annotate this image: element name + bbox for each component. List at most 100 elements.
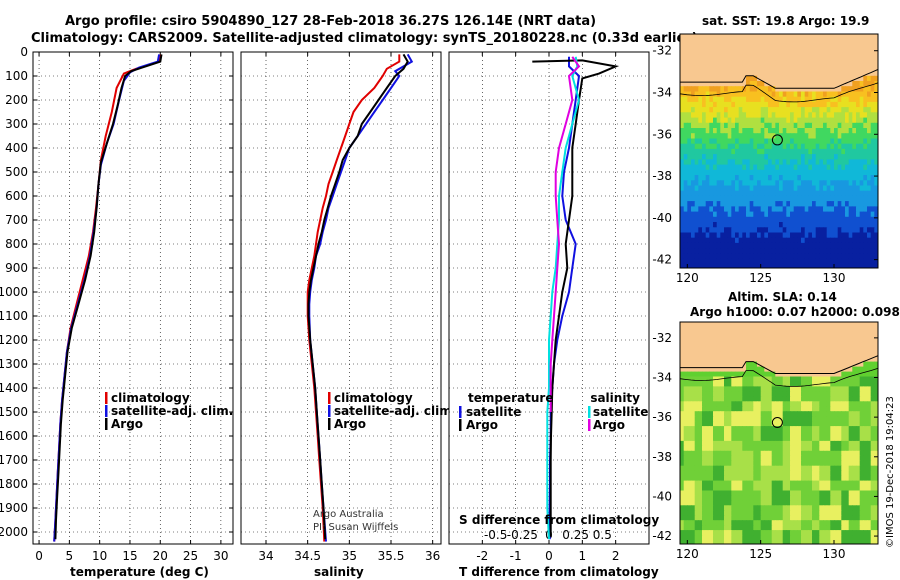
land-cell	[790, 49, 795, 56]
land-cell	[749, 346, 754, 353]
ocean-cell	[742, 475, 747, 482]
ocean-cell	[841, 248, 846, 254]
land-cell	[848, 34, 853, 40]
land-cell	[683, 361, 688, 368]
ocean-cell	[683, 175, 688, 181]
ocean-cell	[874, 455, 878, 462]
ocean-cell	[793, 122, 798, 129]
ocean-cell	[724, 485, 729, 492]
ocean-cell	[757, 237, 762, 244]
ocean-cell	[749, 480, 754, 487]
ocean-cell	[687, 180, 692, 187]
land-cell	[775, 65, 780, 72]
land-cell	[738, 60, 743, 66]
land-cell	[687, 44, 692, 51]
ocean-cell	[782, 117, 787, 124]
ocean-cell	[702, 445, 707, 452]
ocean-cell	[815, 222, 820, 228]
ocean-cell	[764, 195, 769, 202]
land-cell	[793, 65, 798, 72]
land-cell	[819, 346, 824, 353]
land-cell	[731, 336, 736, 343]
salinity-x-axis: 34 34.5 35 35.5 36	[258, 52, 440, 563]
ocean-cell	[779, 164, 784, 171]
ocean-cell	[812, 180, 817, 187]
ocean-cell	[812, 242, 817, 249]
ocean-cell	[771, 148, 776, 155]
land-cell	[830, 49, 835, 56]
ocean-cell	[782, 431, 787, 437]
ocean-cell	[771, 510, 776, 516]
land-cell	[830, 75, 835, 82]
ocean-cell	[848, 143, 853, 150]
ocean-cell	[702, 143, 707, 150]
land-cell	[870, 336, 875, 343]
land-cell	[749, 54, 754, 61]
ocean-cell	[683, 195, 688, 202]
ocean-cell	[738, 86, 743, 92]
ocean-cell	[775, 520, 780, 526]
ocean-cell	[804, 164, 809, 171]
land-cell	[845, 75, 850, 82]
ocean-cell	[801, 460, 806, 467]
ocean-cell	[702, 258, 707, 265]
land-cell	[870, 322, 875, 328]
ocean-cell	[746, 258, 751, 265]
ocean-cell	[691, 371, 696, 378]
land-cell	[760, 331, 765, 338]
land-cell	[823, 34, 828, 40]
ocean-cell	[837, 455, 842, 462]
ocean-cell	[819, 206, 824, 213]
ocean-cell	[786, 416, 791, 422]
ocean-cell	[691, 450, 696, 457]
ocean-cell	[867, 475, 872, 482]
land-cell	[691, 81, 696, 87]
ocean-cell	[702, 411, 707, 417]
land-cell	[793, 34, 798, 40]
ocean-cell	[768, 416, 773, 422]
ocean-cell	[775, 138, 780, 145]
land-cell	[804, 341, 809, 348]
land-cell	[815, 331, 820, 338]
ocean-cell	[709, 248, 714, 254]
ocean-cell	[771, 143, 776, 150]
ocean-cell	[702, 122, 707, 129]
ocean-cell	[801, 159, 806, 166]
ocean-cell	[863, 381, 868, 388]
land-cell	[760, 346, 765, 353]
ocean-cell	[863, 96, 868, 103]
ocean-cell	[746, 263, 751, 268]
land-cell	[845, 60, 850, 66]
ocean-cell	[790, 460, 795, 467]
land-cell	[720, 65, 725, 72]
ocean-cell	[874, 195, 878, 202]
ocean-cell	[797, 133, 802, 139]
ocean-cell	[852, 485, 857, 492]
ocean-cell	[716, 475, 721, 482]
ocean-cell	[720, 480, 725, 487]
ocean-cell	[680, 371, 685, 378]
ocean-cell	[815, 195, 820, 202]
land-cell	[683, 81, 688, 87]
ocean-cell	[815, 436, 820, 442]
ocean-cell	[859, 416, 864, 422]
ocean-cell	[746, 485, 751, 492]
ocean-cell	[845, 450, 850, 457]
ocean-cell	[790, 465, 795, 472]
ocean-cell	[705, 133, 710, 139]
ocean-cell	[727, 206, 732, 213]
land-cell	[702, 65, 707, 72]
ocean-cell	[735, 206, 740, 213]
ocean-cell	[713, 381, 718, 388]
land-cell	[713, 336, 718, 343]
ocean-cell	[705, 211, 710, 218]
land-cell	[834, 331, 839, 338]
ocean-cell	[793, 117, 798, 124]
land-cell	[691, 75, 696, 82]
land-cell	[870, 356, 875, 363]
ocean-cell	[705, 406, 710, 412]
ocean-cell	[753, 112, 758, 119]
land-cell	[731, 322, 736, 328]
ocean-cell	[863, 101, 868, 108]
ocean-cell	[753, 500, 758, 506]
